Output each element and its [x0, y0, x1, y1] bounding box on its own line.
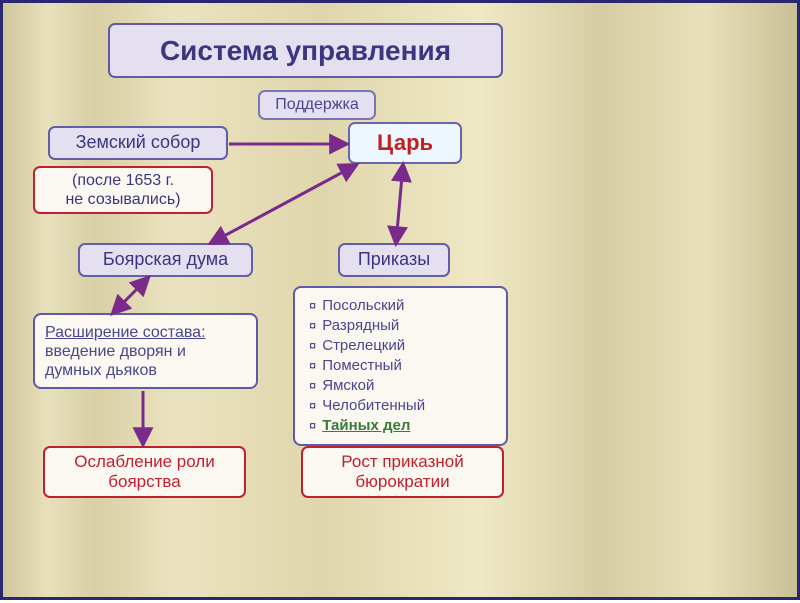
prikazy-list-box: ¤Посольский¤Разрядный¤Стрелецкий¤Поместн…: [293, 286, 508, 446]
after-1653-note: (после 1653 г. не созывались): [33, 166, 213, 214]
title-box: Система управления: [108, 23, 503, 78]
arrow-tsar-prikazy: [396, 165, 403, 243]
arrow-boyar-tsar: [211, 165, 356, 243]
expansion-rest: введение дворян и думных дьяков: [45, 343, 186, 379]
expansion-underline: Расширение состава:: [45, 324, 206, 341]
weakening-node: Ослабление роли боярства: [43, 446, 246, 498]
zemsky-sobor-node: Земский собор: [48, 126, 228, 160]
list-item: ¤Стрелецкий: [309, 336, 496, 356]
prikazy-node: Приказы: [338, 243, 450, 277]
boyar-duma-node: Боярская дума: [78, 243, 253, 277]
growth-node: Рост приказной бюрократии: [301, 446, 504, 498]
slide-frame: Система управления Поддержка Земский соб…: [0, 0, 800, 600]
list-item: ¤Посольский: [309, 296, 496, 316]
list-item-secret: ¤Тайных дел: [309, 416, 496, 436]
list-item: ¤Челобитенный: [309, 396, 496, 416]
list-item: ¤Поместный: [309, 356, 496, 376]
arrow-expand-boyar: [113, 278, 148, 313]
list-item: ¤Ямской: [309, 376, 496, 396]
list-item: ¤Разрядный: [309, 316, 496, 336]
support-node: Поддержка: [258, 90, 376, 120]
after-1653-text: (после 1653 г. не созывались): [65, 171, 180, 209]
tsar-node: Царь: [348, 122, 462, 164]
expansion-note: Расширение состава: введение дворян и ду…: [33, 313, 258, 389]
